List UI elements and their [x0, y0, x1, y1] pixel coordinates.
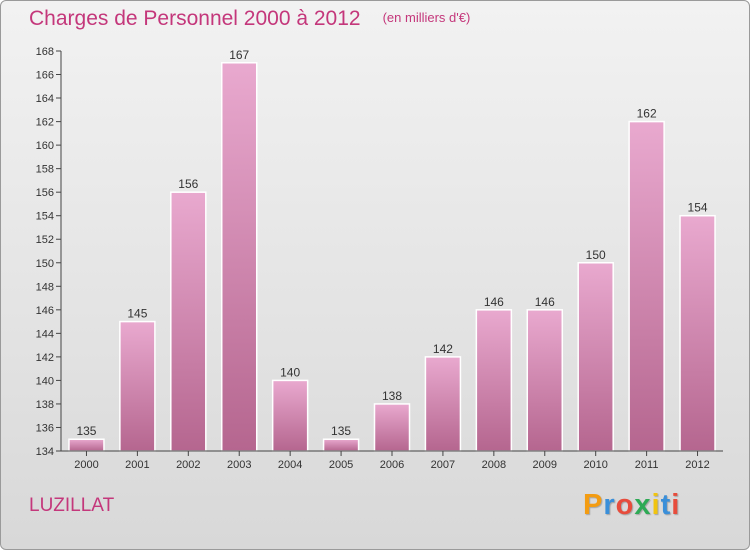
- y-tick-label: 142: [36, 352, 54, 364]
- bar-2010[interactable]: [577, 262, 614, 452]
- x-tick-label: 2008: [482, 459, 506, 471]
- x-tick-label: 2012: [685, 459, 709, 471]
- bar-value-label: 167: [229, 48, 249, 62]
- logo-letter: i: [671, 489, 681, 521]
- bar-2004[interactable]: [271, 379, 309, 452]
- bar-2001[interactable]: [119, 320, 156, 452]
- y-tick-label: 138: [36, 399, 54, 411]
- y-tick-label: 152: [36, 234, 54, 246]
- y-tick-label: 158: [36, 164, 54, 176]
- x-tick-label: 2009: [533, 459, 557, 471]
- logo-letter: t: [660, 489, 672, 521]
- chart-title: Charges de Personnel 2000 à 2012: [29, 7, 361, 30]
- bar-value-label: 146: [484, 295, 504, 309]
- bar-value-label: 138: [382, 389, 402, 403]
- bar-value-label: 140: [280, 365, 300, 379]
- bar-value-label: 135: [76, 424, 96, 438]
- bar-2006[interactable]: [373, 403, 411, 452]
- bar-2003[interactable]: [220, 62, 258, 452]
- logo-letter: P: [583, 489, 604, 521]
- y-tick-label: 144: [36, 328, 54, 340]
- commune-name: LUZILLAT: [29, 495, 115, 516]
- y-tick-label: 164: [36, 93, 54, 105]
- y-tick-label: 146: [36, 305, 54, 317]
- bar-2007[interactable]: [424, 356, 462, 452]
- logo-letter: o: [615, 489, 635, 521]
- bar-value-label: 135: [331, 424, 351, 438]
- bar-value-label: 145: [127, 307, 147, 321]
- bar-2005[interactable]: [322, 438, 360, 452]
- x-tick-label: 2000: [74, 459, 98, 471]
- x-tick-label: 2004: [278, 459, 302, 471]
- chart-subtitle: (en milliers d'€): [382, 10, 471, 25]
- x-tick-label: 2006: [380, 459, 404, 471]
- bar-2012[interactable]: [679, 214, 716, 452]
- chart-header: Charges de Personnel 2000 à 2012 (en mil…: [29, 7, 470, 31]
- bar-2009[interactable]: [526, 309, 564, 452]
- x-tick-label: 2003: [227, 459, 251, 471]
- logo-letter: r: [603, 489, 616, 521]
- x-tick-label: 2011: [635, 459, 659, 471]
- x-tick-label: 2005: [329, 459, 353, 471]
- y-tick-label: 156: [36, 187, 54, 199]
- proxiti-logo[interactable]: Proxiti: [583, 489, 680, 522]
- bar-2002[interactable]: [170, 191, 207, 452]
- y-tick-label: 162: [36, 117, 54, 129]
- x-tick-label: 2007: [431, 459, 455, 471]
- y-tick-label: 150: [36, 258, 54, 270]
- logo-letter: x: [634, 489, 652, 521]
- bar-2008[interactable]: [475, 309, 513, 452]
- axis-layer: 134 136 138 140 142 144 146 148 150 152 154 156 158 1…: [36, 46, 723, 471]
- y-tick-label: 136: [36, 422, 54, 434]
- y-tick-label: 160: [36, 140, 54, 152]
- bar-value-label: 146: [535, 295, 555, 309]
- bar-2011[interactable]: [628, 120, 665, 452]
- x-tick-label: 2001: [125, 459, 149, 471]
- bar-2000[interactable]: [68, 438, 105, 452]
- bars-layer: 135 145 156 167 140 135 138 142 146 146 150 162 154: [68, 48, 716, 452]
- bar-value-label: 156: [178, 177, 198, 191]
- y-tick-label: 154: [36, 211, 54, 223]
- y-tick-label: 168: [36, 46, 54, 58]
- bar-value-label: 142: [433, 342, 453, 356]
- logo-letter: i: [651, 489, 661, 521]
- x-tick-label: 2002: [176, 459, 200, 471]
- x-tick-label: 2010: [583, 459, 607, 471]
- y-tick-label: 140: [36, 375, 54, 387]
- y-tick-label: 148: [36, 281, 54, 293]
- bar-value-label: 154: [688, 201, 708, 215]
- bar-value-label: 150: [586, 248, 606, 262]
- y-tick-label: 166: [36, 70, 54, 82]
- y-tick-label: 134: [36, 446, 54, 458]
- bar-value-label: 162: [637, 107, 657, 121]
